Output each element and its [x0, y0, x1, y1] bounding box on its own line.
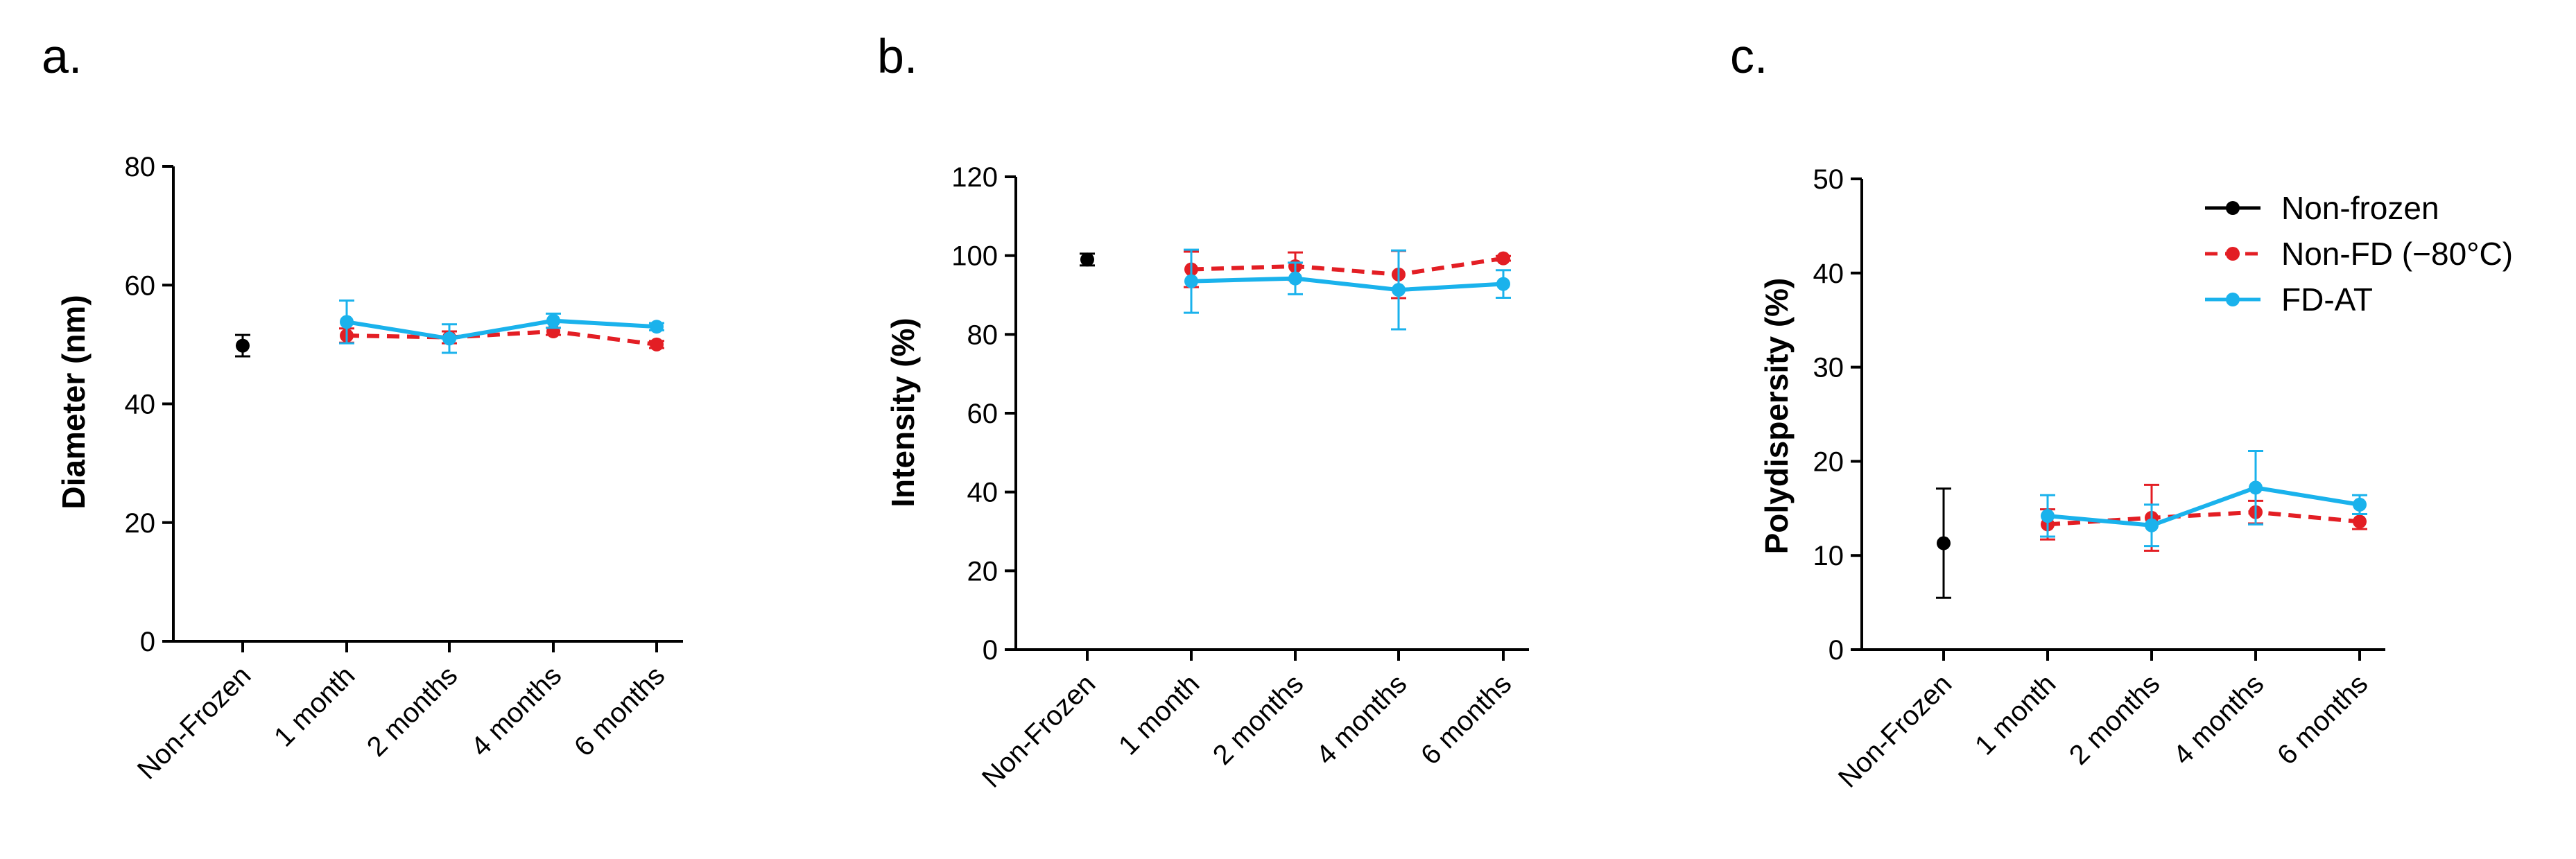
panel-a-y-tick-label: 40 [125, 390, 156, 420]
panel-a-fd-at-point [650, 320, 664, 334]
panel-b-x-tick-label: 4 months [1311, 668, 1412, 770]
panel-c-x-tick-label: 6 months [2272, 668, 2374, 770]
panel-b-x-tick-label: 2 months [1207, 668, 1309, 770]
panel-c-y-tick-label: 50 [1813, 164, 1844, 195]
panel-a-y-tick-label: 60 [125, 270, 156, 301]
panel-a-y-tick-label: 20 [125, 508, 156, 539]
panel-c-fd-at-point [2353, 497, 2367, 512]
legend-marker-non-frozen [2226, 201, 2240, 215]
panel-a-y-axis-label: Diameter (nm) [55, 295, 92, 509]
panel-c-y-axis-label: Polydispersity (%) [1758, 278, 1795, 555]
panel-c-y-tick-label: 40 [1813, 259, 1844, 289]
panel-a-non-fd-point [650, 337, 664, 352]
legend-label-non-frozen: Non-frozen [2281, 190, 2439, 226]
panel-b-y-tick-label: 120 [951, 162, 998, 193]
panel-c-fd-at-point [2249, 480, 2263, 495]
panel-a-fd-at-point [546, 313, 560, 328]
panel-c-x-tick-label: 1 month [1969, 668, 2061, 761]
panel-c-letter: c. [1730, 29, 1767, 83]
panel-a-x-tick-label: 4 months [465, 660, 567, 762]
panel-b-y-tick-label: 100 [951, 241, 998, 272]
panel-c-x-tick-label: 4 months [2168, 668, 2270, 770]
panel-c-non-fd-point [2353, 514, 2367, 529]
panel-b-y-tick-label: 40 [967, 478, 999, 508]
panel-a-letter: a. [42, 29, 82, 83]
panel-b-x-tick-label: 6 months [1415, 668, 1517, 770]
panel-a-x-tick-label: Non-Frozen [132, 660, 257, 785]
panel-a: a. Diameter (nm) 0 20 40 60 80 Non-Frozen 1 mo… [42, 29, 683, 786]
panel-c-y-tick-label: 30 [1813, 353, 1844, 383]
panel-b-non-fd-line [1191, 256, 1504, 277]
legend-label-non-fd: Non-FD (−80°C) [2281, 236, 2513, 272]
panel-b-fd-at-line [1191, 276, 1504, 293]
panel-a-non-frozen-point [236, 338, 250, 353]
panel-c-x-tick-label: 2 months [2064, 668, 2166, 770]
panel-c-non-frozen-point [1937, 536, 1951, 550]
panel-b-non-frozen-point [1080, 252, 1094, 267]
panel-a-non-fd-line [346, 329, 657, 347]
legend-marker-non-fd [2226, 247, 2240, 261]
legend-item-non-frozen: Non-frozen [2205, 190, 2439, 226]
panel-c-fd-at-line [2047, 485, 2360, 528]
panel-c-fd-at-point [2041, 509, 2055, 523]
panel-b-y-tick-label: 80 [967, 320, 999, 350]
panel-b-ticks: 0 20 40 60 80 100 120 Non-Frozen 1 month 2 months… [951, 162, 1517, 794]
panel-a-x-tick-label: 2 months [361, 660, 463, 762]
panel-c-y-tick-label: 10 [1813, 541, 1844, 571]
legend-item-fd-at: FD-AT [2205, 281, 2373, 318]
panel-a-fd-at-point [340, 315, 354, 329]
panel-b-letter: b. [877, 29, 917, 83]
panel-b-y-axis-label: Intensity (%) [885, 318, 921, 507]
panel-c-fd-at-point [2145, 518, 2159, 532]
panel-b-fd-at-point [1392, 283, 1406, 297]
panel-c-x-tick-label: Non-Frozen [1833, 668, 1957, 793]
legend: Non-frozen Non-FD (−80°C) FD-AT [2205, 190, 2513, 318]
panel-b-fd-at-point [1184, 274, 1198, 288]
panel-b-x-tick-label: Non-Frozen [976, 668, 1101, 793]
panel-b-fd-at-point [1496, 277, 1510, 291]
panel-b: b. Intensity (%) 0 20 40 60 80 100 120 Non-Froz… [877, 29, 1529, 794]
panel-a-ticks: 0 20 40 60 80 Non-Frozen 1 month 2 months 4 mont… [125, 152, 671, 786]
legend-label-fd-at: FD-AT [2281, 281, 2373, 318]
panel-a-x-tick-label: 6 months [569, 660, 671, 762]
panel-b-x-tick-label: 1 month [1113, 668, 1205, 761]
panel-c-y-tick-label: 0 [1829, 635, 1844, 666]
panel-b-marks [1080, 248, 1511, 331]
panel-b-y-tick-label: 20 [967, 556, 999, 587]
panel-c: c. Polydispersity (%) 0 10 20 30 40 50 Non-Fro… [1730, 29, 2385, 794]
legend-marker-fd-at [2226, 293, 2240, 306]
panel-a-x-tick-label: 1 month [268, 660, 361, 752]
panel-b-non-fd-point [1496, 251, 1510, 266]
panel-b-fd-at-point [1288, 271, 1302, 286]
panel-a-marks [235, 300, 664, 358]
panel-a-y-tick-label: 0 [140, 627, 155, 657]
panel-c-marks [1936, 449, 2367, 599]
panel-b-y-tick-label: 0 [983, 635, 998, 666]
panel-a-y-tick-label: 80 [125, 152, 156, 182]
panel-a-fd-at-line [346, 318, 657, 341]
panel-a-fd-at-point [442, 331, 456, 346]
panel-c-y-tick-label: 20 [1813, 446, 1844, 477]
legend-item-non-fd: Non-FD (−80°C) [2205, 236, 2513, 272]
panel-b-y-tick-label: 60 [967, 399, 999, 429]
